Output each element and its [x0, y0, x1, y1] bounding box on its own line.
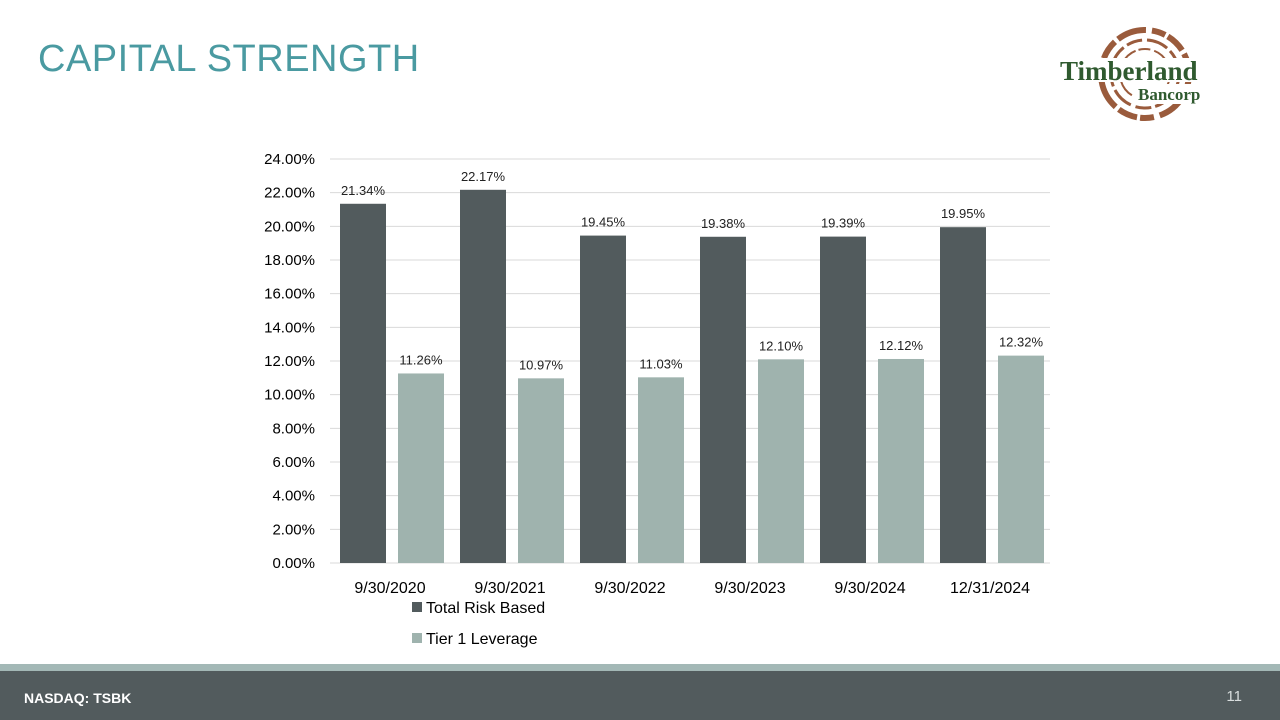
gridlines — [330, 158, 1050, 564]
data-label: 19.45% — [581, 215, 626, 230]
x-tick-label: 9/30/2021 — [474, 580, 545, 597]
ticker-label: NASDAQ: TSBK — [24, 690, 132, 706]
bar-total-risk-based — [820, 236, 866, 563]
bar-total-risk-based — [700, 236, 746, 563]
bar-tier-1-leverage — [518, 378, 564, 563]
x-tick-label: 12/31/2024 — [950, 580, 1030, 597]
capital-strength-chart: 0.00% 2.00% 4.00% 6.00% 8.00% 10.00% 12.00% 14.… — [264, 151, 1050, 648]
data-label: 10.97% — [519, 357, 564, 372]
data-label: 19.39% — [821, 216, 866, 231]
bar-tier-1-leverage — [758, 359, 804, 563]
y-tick-label: 24.00% — [264, 151, 315, 168]
data-label: 12.32% — [999, 335, 1044, 350]
data-label: 19.95% — [941, 206, 986, 221]
data-label: 12.10% — [759, 338, 804, 353]
bars — [340, 189, 1044, 564]
y-tick-label: 8.00% — [272, 420, 315, 437]
bar-total-risk-based — [940, 227, 986, 564]
y-tick-label: 14.00% — [264, 319, 315, 336]
y-tick-label: 0.00% — [272, 555, 315, 572]
x-tick-label: 9/30/2020 — [354, 580, 425, 597]
data-label: 22.17% — [461, 169, 506, 184]
y-tick-label: 22.00% — [264, 185, 315, 202]
y-axis-tick-labels: 0.00% 2.00% 4.00% 6.00% 8.00% 10.00% 12.00% 14.… — [264, 151, 315, 572]
y-tick-label: 6.00% — [272, 454, 315, 471]
footer-bar: NASDAQ: TSBK 11 — [0, 671, 1280, 720]
y-tick-label: 18.00% — [264, 252, 315, 269]
data-label: 11.03% — [639, 356, 683, 371]
data-label: 12.12% — [879, 338, 924, 353]
y-tick-label: 12.00% — [264, 353, 315, 370]
y-tick-label: 10.00% — [264, 387, 315, 404]
data-labels: 21.34% 11.26% 22.17% 10.97% 19.45% 11.03% 19.3… — [341, 169, 1044, 373]
legend-swatch — [412, 602, 422, 612]
page-number: 11 — [1226, 688, 1242, 705]
legend-label: Total Risk Based — [426, 600, 545, 617]
y-tick-label: 20.00% — [264, 218, 315, 235]
y-tick-label: 16.00% — [264, 286, 315, 303]
bar-tier-1-leverage — [638, 377, 684, 563]
bar-total-risk-based — [580, 235, 626, 563]
footer-accent-stripe — [0, 664, 1280, 671]
timberland-bancorp-logo: Timberland Bancorp — [1058, 27, 1224, 121]
legend-swatch — [412, 633, 422, 643]
svg-text:Bancorp: Bancorp — [1138, 85, 1200, 104]
legend-label: Tier 1 Leverage — [426, 631, 538, 648]
y-tick-label: 2.00% — [272, 521, 315, 538]
data-label: 19.38% — [701, 216, 746, 231]
x-tick-label: 9/30/2022 — [594, 580, 665, 597]
page-title: CAPITAL STRENGTH — [38, 38, 420, 80]
x-axis-tick-labels: 9/30/2020 9/30/2021 9/30/2022 9/30/2023 9/30… — [354, 580, 1030, 597]
legend: Total Risk Based Tier 1 Leverage — [412, 600, 545, 648]
bar-total-risk-based — [340, 203, 386, 563]
data-label: 11.26% — [399, 352, 443, 367]
svg-text:Timberland: Timberland — [1060, 56, 1198, 86]
bar-tier-1-leverage — [878, 358, 924, 563]
x-tick-label: 9/30/2023 — [714, 580, 785, 597]
bar-tier-1-leverage — [998, 355, 1044, 563]
bar-tier-1-leverage — [398, 373, 444, 563]
bar-total-risk-based — [460, 189, 506, 563]
data-label: 21.34% — [341, 183, 386, 198]
y-tick-label: 4.00% — [272, 488, 315, 505]
x-tick-label: 9/30/2024 — [834, 580, 905, 597]
